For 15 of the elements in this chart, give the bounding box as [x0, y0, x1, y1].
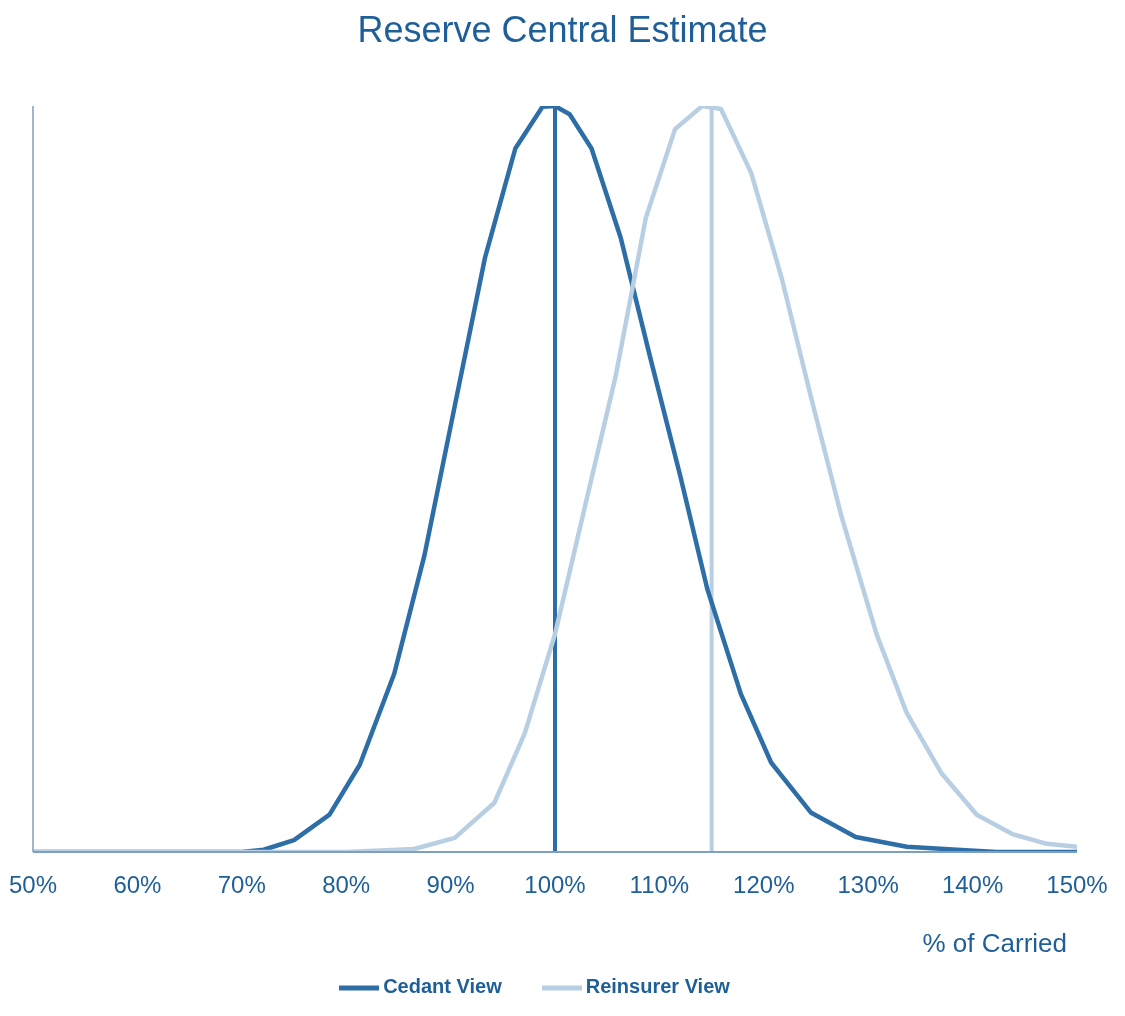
x-axis-title: % of Carried	[922, 928, 1067, 958]
x-tick-label: 80%	[322, 871, 371, 899]
chart-title: Reserve Central Estimate	[356, 8, 769, 52]
x-tick-label: 50%	[8, 871, 58, 899]
x-tick-label: 130%	[837, 871, 899, 899]
x-tick-label: 110%	[629, 871, 690, 899]
x-tick-label: 60%	[113, 871, 162, 899]
x-tick-label: 140%	[941, 871, 1004, 899]
x-tick-label: 150%	[1046, 871, 1108, 899]
legend-label: Reinsurer View	[585, 975, 730, 998]
x-tick-label: 90%	[426, 871, 475, 899]
legend-label: Cedant View	[383, 975, 502, 998]
x-tick-label: 70%	[217, 871, 266, 899]
x-tick-label: 100%	[524, 871, 586, 899]
x-tick-label: 120%	[733, 871, 795, 899]
